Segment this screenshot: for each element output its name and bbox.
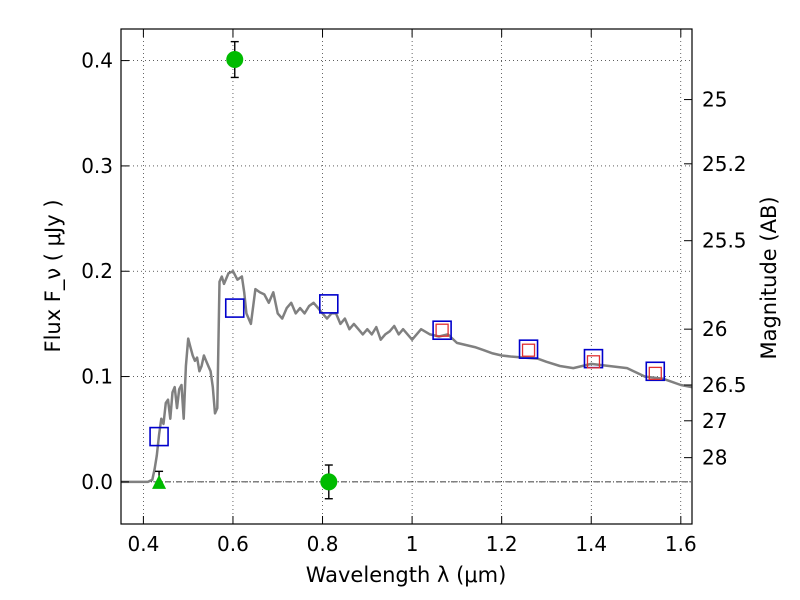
right-axis-label: Magnitude (AB) <box>757 196 781 359</box>
right-tick-label: 26 <box>702 317 727 341</box>
blue-square-marker <box>224 298 245 318</box>
blue-square-marker <box>149 426 169 447</box>
y-axis-ticks: 0.0 0.1 0.2 0.3 0.4 <box>81 49 129 494</box>
y-tick-label: 0.2 <box>81 259 113 283</box>
grid-lines <box>121 29 692 524</box>
x-tick-label: 1.2 <box>486 532 518 556</box>
y-tick-label: 0.1 <box>81 365 113 389</box>
y-tick-label: 0.3 <box>81 154 113 178</box>
green-data-points <box>152 40 338 500</box>
x-tick-label: 1 <box>406 532 419 556</box>
right-axis-ticks: 25 25.2 25.5 26 26.5 27 28 <box>684 88 747 470</box>
plot-frame <box>120 28 693 525</box>
y-axis-label: Flux F_ν ( μJy ) <box>41 199 66 352</box>
x-tick-label: 0.6 <box>217 532 249 556</box>
red-square-marker <box>648 366 662 381</box>
right-tick-label: 28 <box>702 446 727 470</box>
right-tick-label: 25 <box>702 88 727 112</box>
red-square-markers <box>435 323 662 381</box>
blue-square-marker <box>318 294 339 314</box>
green-data-point <box>226 51 244 69</box>
right-tick-label: 25.5 <box>702 229 747 253</box>
right-tick-label: 25.2 <box>702 152 747 176</box>
model-spectrum <box>121 269 693 484</box>
upper-limit-triangle <box>152 474 167 489</box>
red-square-marker <box>521 343 536 357</box>
x-tick-label: 0.4 <box>127 532 159 556</box>
x-tick-label: 0.8 <box>307 532 339 556</box>
right-tick-label: 26.5 <box>702 373 747 397</box>
blue-square-marker <box>518 339 539 359</box>
red-square-marker <box>586 355 601 369</box>
red-square-marker <box>435 323 449 337</box>
x-axis-ticks: 0.4 0.6 0.8 1 1.2 1.4 1.6 <box>127 29 697 556</box>
green-data-point <box>320 473 338 491</box>
x-tick-label: 1.6 <box>665 532 697 556</box>
blue-square-markers <box>149 294 666 447</box>
blue-square-marker <box>645 361 666 382</box>
spectrum-line <box>121 269 693 484</box>
y-tick-label: 0.0 <box>81 470 113 494</box>
right-tick-label: 27 <box>702 409 727 433</box>
x-axis-label: Wavelength λ (μm) <box>306 563 507 587</box>
blue-square-marker <box>432 320 452 341</box>
x-tick-label: 1.4 <box>575 532 607 556</box>
y-tick-label: 0.4 <box>81 49 113 73</box>
